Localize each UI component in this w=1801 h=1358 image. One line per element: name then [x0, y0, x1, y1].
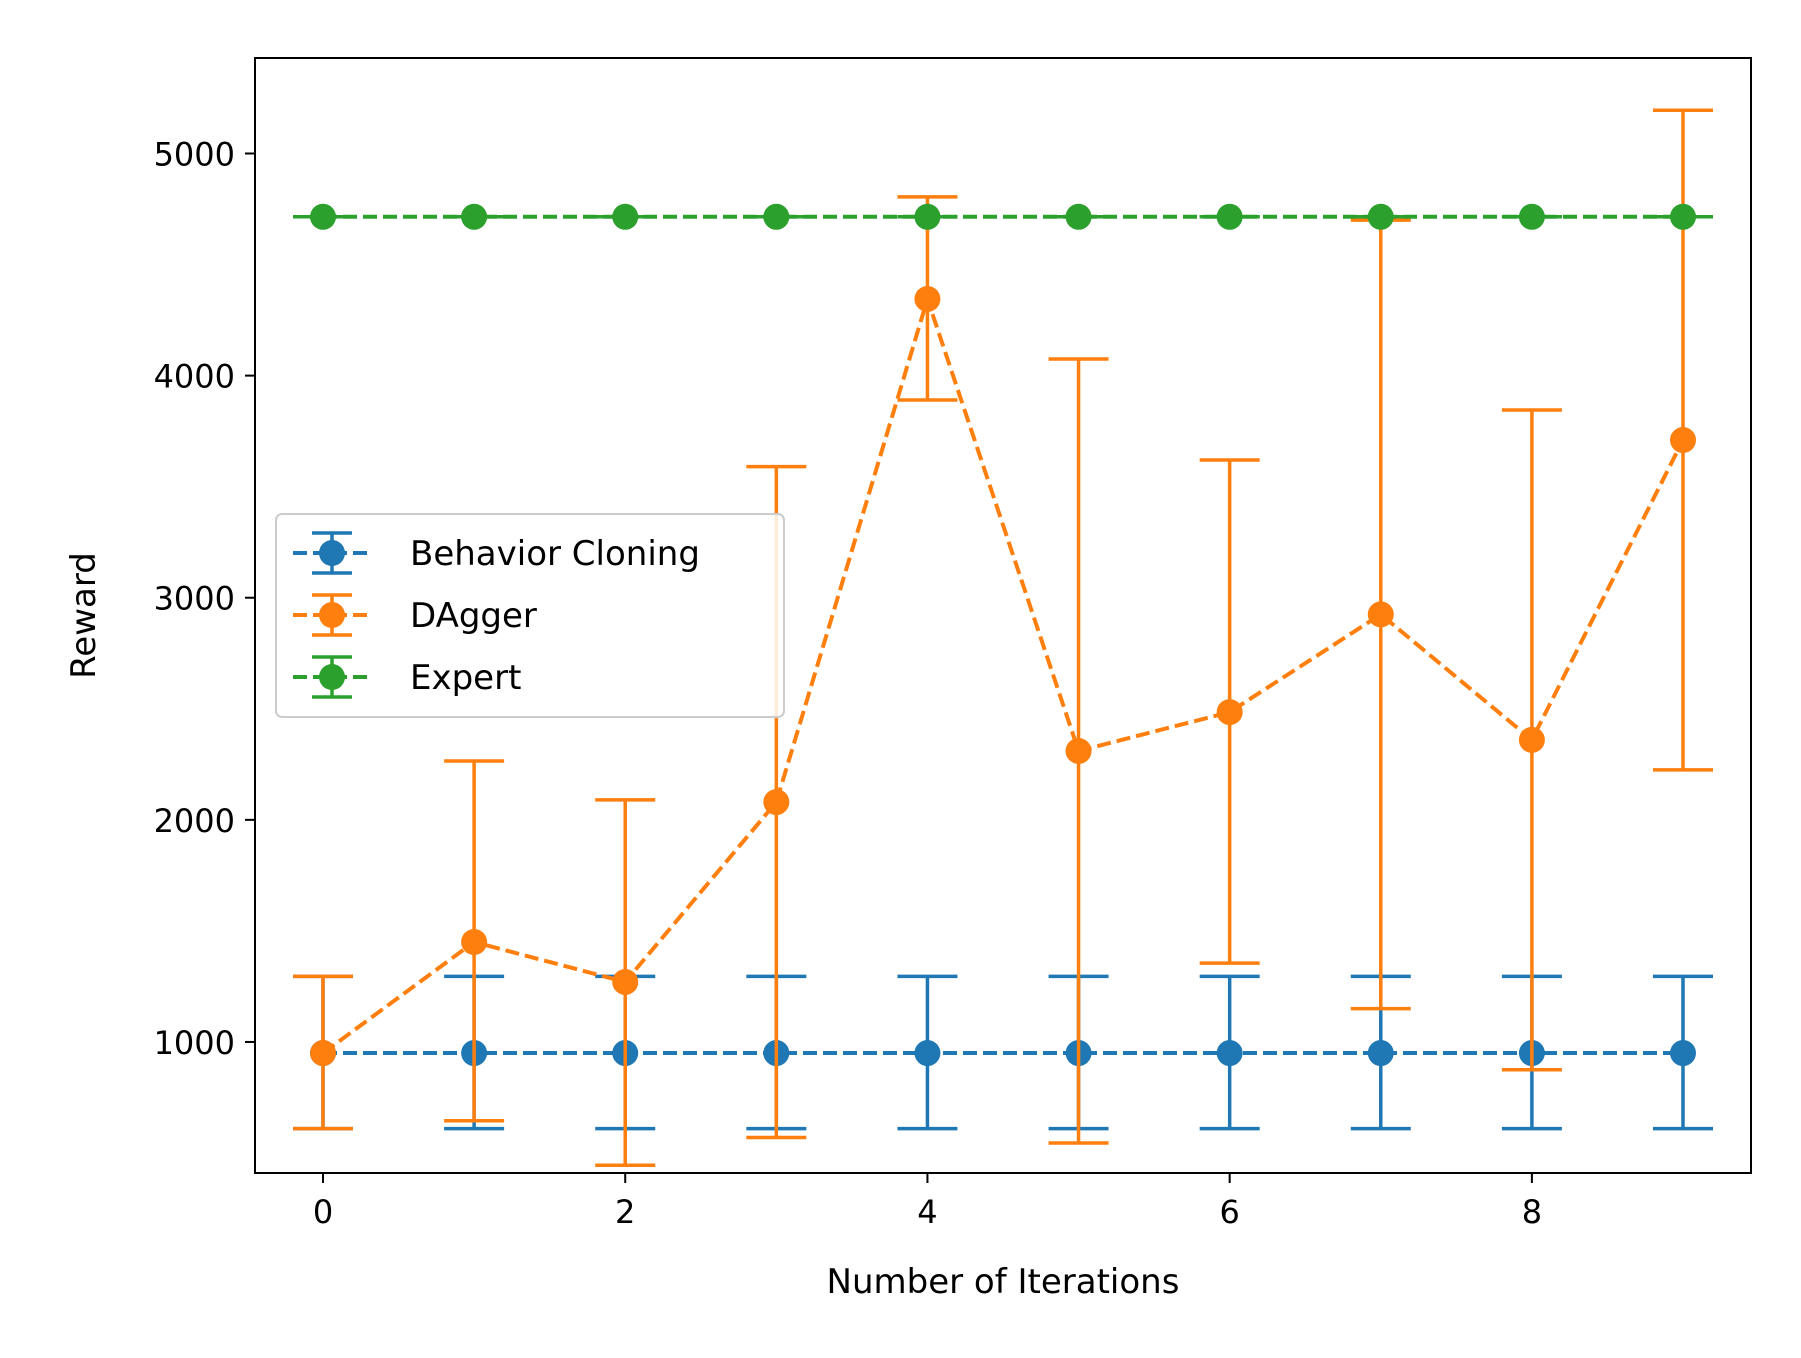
- x-tick-label: 8: [1522, 1193, 1542, 1231]
- data-point: [612, 968, 639, 995]
- y-tick-label: 2000: [154, 802, 235, 840]
- data-point: [461, 203, 488, 230]
- legend-marker: [319, 664, 345, 690]
- data-point: [914, 285, 941, 312]
- legend-label: Behavior Cloning: [410, 534, 700, 574]
- data-point: [1518, 203, 1545, 230]
- y-tick-label: 3000: [154, 580, 235, 618]
- data-point: [1670, 203, 1696, 230]
- data-point: [1518, 726, 1545, 753]
- series-line: [321, 292, 1685, 1055]
- legend-item: Behavior Cloning: [293, 531, 700, 575]
- x-tick-label: 0: [313, 1193, 333, 1231]
- y-tick-label: 5000: [154, 136, 235, 174]
- data-point: [461, 929, 488, 956]
- legend-marker: [319, 602, 345, 628]
- data-point: [1670, 427, 1696, 454]
- data-point: [1367, 1040, 1394, 1067]
- x-tick-label: 2: [615, 1193, 635, 1231]
- y-axis: 1000 2000 3000 4000 5000: [154, 136, 255, 1062]
- legend-box: [275, 513, 785, 718]
- y-tick-label: 1000: [154, 1024, 235, 1062]
- data-point: [1216, 203, 1243, 230]
- data-point: [1065, 737, 1092, 764]
- series-expert: [293, 203, 1713, 230]
- legend-label: Expert: [410, 658, 521, 698]
- series-behavior-cloning: [293, 974, 1713, 1131]
- legend-marker: [319, 540, 345, 566]
- legend-item: DAgger: [293, 593, 537, 637]
- x-axis: 0 2 4 6 8: [313, 1173, 1542, 1231]
- data-point: [763, 203, 790, 230]
- data-point: [1216, 699, 1243, 726]
- x-axis-label: Number of Iterations: [827, 1262, 1180, 1302]
- x-tick-label: 4: [917, 1193, 937, 1231]
- data-point: [1367, 601, 1394, 628]
- data-point: [1670, 1040, 1696, 1067]
- data-point: [612, 203, 639, 230]
- y-axis-label: Reward: [64, 552, 104, 679]
- legend: Behavior Cloning DAgger Expert: [275, 513, 785, 718]
- data-point: [310, 1040, 336, 1067]
- plot-area: [293, 108, 1713, 1167]
- data-point: [1065, 203, 1092, 230]
- data-point: [1367, 203, 1394, 230]
- data-point: [763, 789, 790, 816]
- x-tick-label: 6: [1219, 1193, 1239, 1231]
- plot-frame: [254, 57, 1752, 1174]
- legend-item: Expert: [293, 655, 521, 699]
- data-point: [914, 203, 941, 230]
- legend-label: DAgger: [410, 596, 537, 636]
- data-point: [914, 1040, 941, 1067]
- data-point: [310, 203, 336, 230]
- y-tick-label: 4000: [154, 358, 235, 396]
- series-dagger: [293, 108, 1713, 1167]
- data-point: [1216, 1040, 1243, 1067]
